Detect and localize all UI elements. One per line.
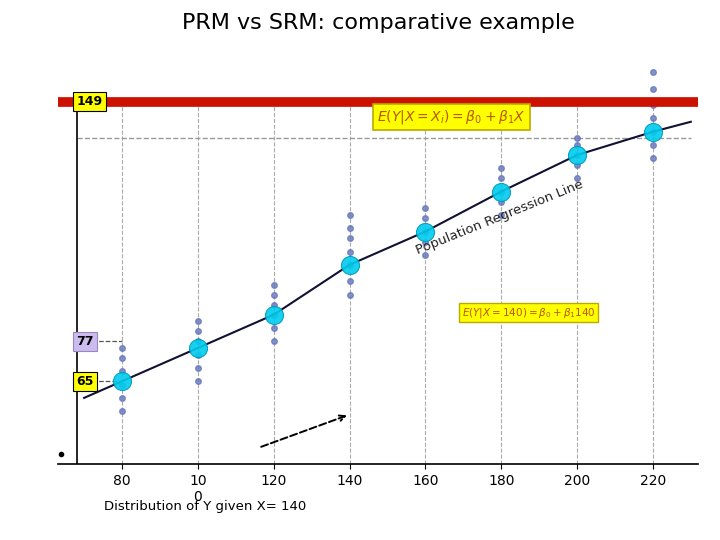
Text: Distribution of Y given X= 140: Distribution of Y given X= 140 <box>104 500 307 514</box>
Text: Population Regression Line: Population Regression Line <box>414 178 585 256</box>
Text: 65: 65 <box>76 375 94 388</box>
Text: $E(Y|X = X_i) = \beta_0 + \beta_1 X$: $E(Y|X = X_i) = \beta_0 + \beta_1 X$ <box>377 108 526 126</box>
Text: 149: 149 <box>76 96 103 109</box>
Text: $E(Y|X = 140) = \beta_0 + \beta_1 140$: $E(Y|X = 140) = \beta_0 + \beta_1 140$ <box>462 306 595 320</box>
Title: PRM vs SRM: comparative example: PRM vs SRM: comparative example <box>181 13 575 33</box>
Text: 77: 77 <box>76 335 94 348</box>
